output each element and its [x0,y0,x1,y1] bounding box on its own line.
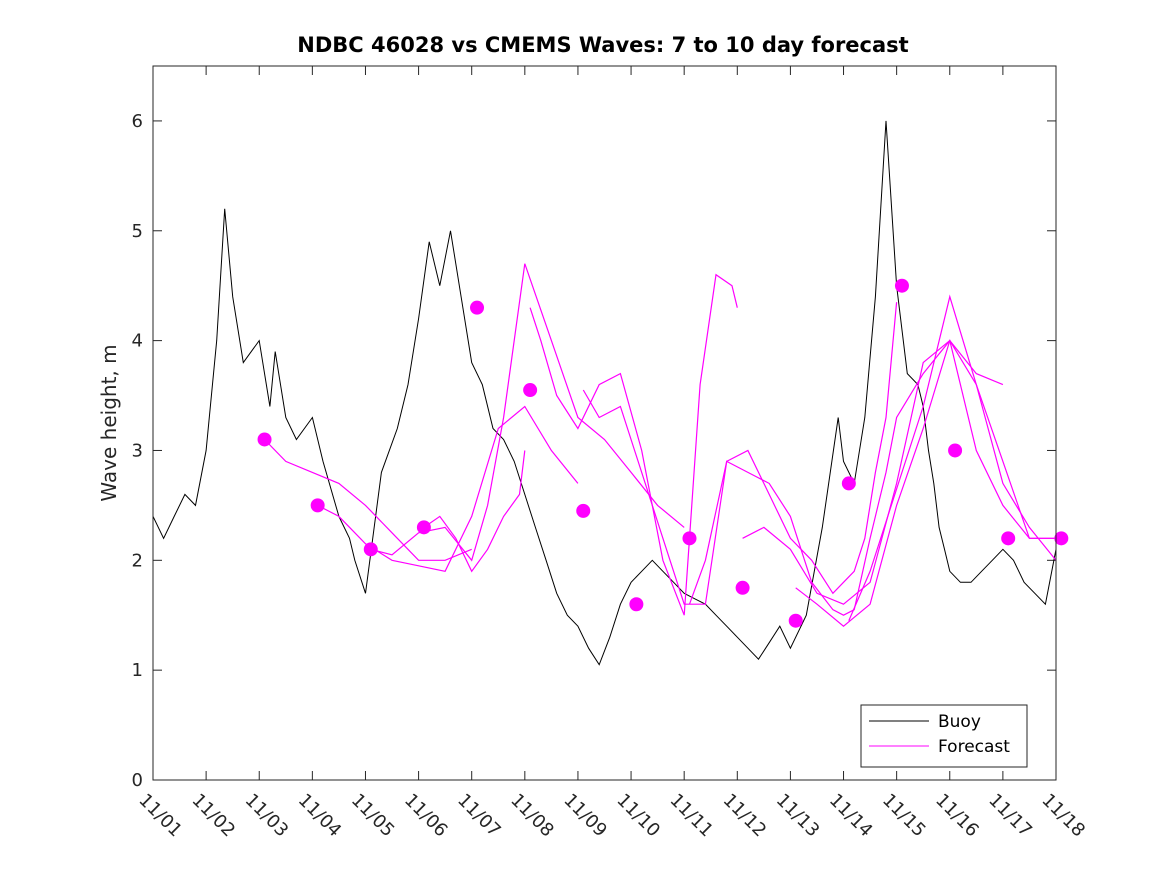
y-tick-label: 6 [132,111,143,132]
legend: Buoy Forecast [860,704,1028,768]
y-tick-label: 0 [132,770,143,791]
y-tick-labels: 0 1 2 3 4 5 6 [132,111,143,791]
forecast-marker [523,383,538,398]
forecast-marker [1054,531,1069,546]
axis-ticks [152,66,1057,781]
forecast-marker [948,443,963,458]
chart-title: NDBC 46028 vs CMEMS Waves: 7 to 10 day f… [297,33,908,57]
forecast-marker [629,597,644,612]
forecast-marker [682,531,697,546]
forecast-marker [841,476,856,491]
forecast-series-line [529,273,738,616]
forecast-marker [470,300,485,315]
forecast-series-line [582,302,898,605]
y-tick-label: 5 [132,221,143,242]
forecast-marker [257,432,272,447]
plot-area [153,66,1056,780]
y-axis-label: Wave height, m [97,344,121,501]
forecast-marker [363,542,378,557]
buoy-series-line [153,120,1056,666]
y-tick-label: 3 [132,440,143,461]
marker-layer [257,278,1069,628]
legend-buoy-label: Buoy [938,712,981,732]
forecast-marker [894,278,909,293]
legend-box [860,704,1028,768]
y-tick-label: 2 [132,550,143,571]
forecast-series-line [264,439,472,561]
forecast-series-line [848,294,1056,621]
forecast-marker [310,498,325,513]
y-tick-label: 4 [132,331,143,352]
forecast-series-line [688,339,1004,616]
forecast-marker [576,503,591,518]
plot-frame [152,65,1057,781]
forecast-marker [788,613,803,628]
forecast-marker [735,580,750,595]
forecast-marker [416,520,431,535]
forecast-marker [1001,531,1016,546]
forecast-series-line [423,450,526,573]
y-tick-label: 1 [132,660,143,681]
forecast-series-line [795,339,1056,627]
legend-forecast-label: Forecast [938,737,1010,757]
series-layer [153,120,1056,666]
forecast-series-line [317,405,579,572]
